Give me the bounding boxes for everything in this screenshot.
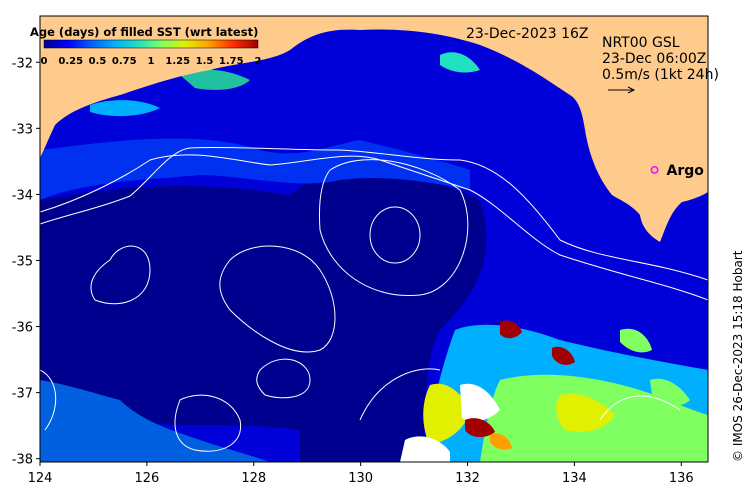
- colorbar-gradient: [43, 39, 259, 49]
- argo-float-marker: [650, 166, 659, 174]
- y-axis: -32 -33 -34 -35 -36 -37 -38: [12, 56, 40, 468]
- colorbar-tick-label: 1.75: [219, 56, 244, 67]
- colorbar-tick-label: 2: [255, 56, 262, 67]
- y-tick-label: -38: [12, 453, 33, 468]
- se-patch-yellow-2: [556, 393, 615, 432]
- product-label: NRT00 GSL: [602, 35, 680, 51]
- x-tick-label: 130: [348, 471, 373, 486]
- contour-lines: [40, 146, 708, 452]
- y-tick-label: -33: [12, 122, 33, 137]
- argo-label: Argo: [667, 163, 705, 179]
- colorbar-tick-label: 1.25: [165, 56, 190, 67]
- se-patch-yellow: [423, 383, 470, 445]
- x-tick-label: 124: [28, 471, 53, 486]
- colorbar-tick-label: 1: [148, 56, 155, 67]
- colorbar-tick-label: 0.75: [112, 56, 137, 67]
- x-tick-label: 132: [455, 471, 480, 486]
- colorbar-tick-label: 1.5: [196, 56, 214, 67]
- se-patch-orange: [490, 433, 512, 450]
- colorbar-title: Age (days) of filled SST (wrt latest): [30, 25, 258, 39]
- date-label: 23-Dec-2023 16Z: [466, 26, 589, 42]
- y-tick-label: -35: [12, 254, 33, 269]
- x-tick-label: 134: [562, 471, 587, 486]
- se-patch-white-2: [400, 436, 450, 462]
- y-tick-label: -36: [12, 321, 33, 336]
- analysis-time-label: 23-Dec 06:00Z: [602, 51, 706, 67]
- coastal-patch-green: [440, 52, 480, 73]
- velocity-scale-label: 0.5m/s (1kt 24h): [602, 67, 719, 83]
- x-tick-label: 128: [241, 471, 266, 486]
- x-tick-label: 126: [134, 471, 159, 486]
- x-axis: 124 126 128 130 132 134 136: [28, 462, 694, 486]
- y-tick-label: -37: [12, 387, 33, 402]
- se-patch-green-3: [650, 378, 690, 406]
- plot-frame: [39, 15, 709, 463]
- se-patch-green-2: [620, 328, 652, 353]
- colorbar-tick-label: 0: [41, 56, 48, 67]
- y-tick-label: -34: [12, 188, 33, 203]
- ocean-light-strip: [40, 138, 470, 200]
- colorbar-tick-label: 0.25: [58, 56, 83, 67]
- ocean-deep-zone: [40, 172, 487, 462]
- colorbar-ticks: 0 0.25 0.5 0.75 1 1.25 1.5 1.75 2: [41, 56, 262, 67]
- se-patch-white: [460, 383, 500, 422]
- ocean-light-zone: [40, 380, 270, 462]
- coastal-patch-cyan: [90, 100, 160, 117]
- coastal-patch-teal: [180, 69, 250, 90]
- y-tick-label: -32: [12, 56, 33, 71]
- colorbar-tick-label: 0.5: [89, 56, 107, 67]
- se-patch-red-2: [552, 346, 575, 365]
- velocity-scale-arrow: [608, 86, 636, 94]
- credit-text: © IMOS 26-Dec-2023 15:18 Hobart: [731, 250, 745, 462]
- land-australia: [40, 16, 708, 242]
- x-tick-label: 136: [669, 471, 694, 486]
- se-patch-red: [500, 320, 522, 339]
- se-patch-red-3: [465, 418, 495, 438]
